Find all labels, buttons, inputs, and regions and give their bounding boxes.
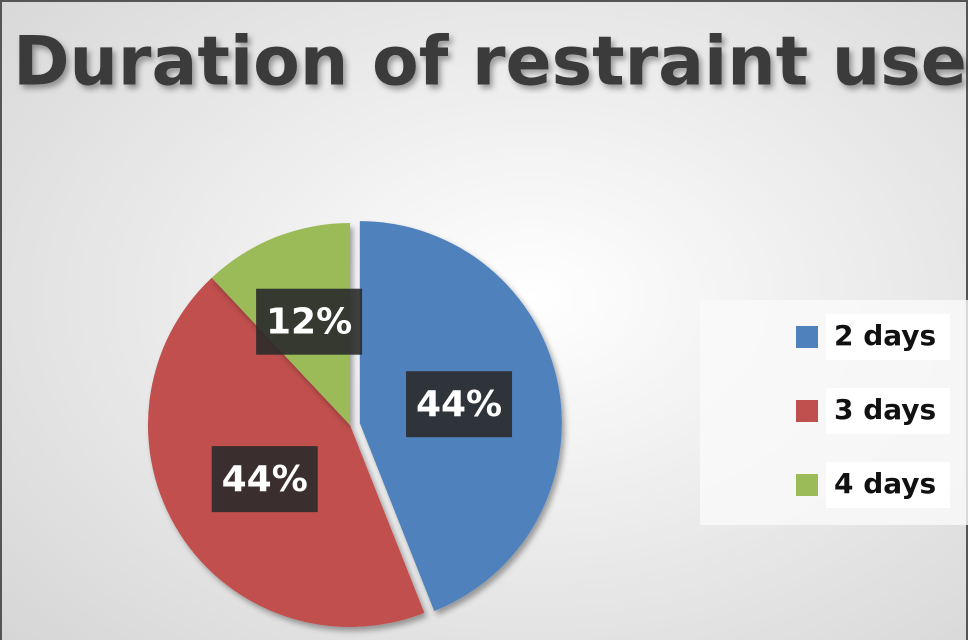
legend-text-bg <box>826 314 950 360</box>
data-label-box <box>406 371 513 438</box>
data-label-box <box>211 446 318 513</box>
legend-label: 3 days <box>834 393 936 426</box>
legend-text-bg <box>826 462 950 508</box>
legend-text-bg <box>826 388 950 434</box>
data-label: 44% <box>416 384 502 425</box>
legend-swatch <box>796 474 818 496</box>
data-label-box <box>256 288 363 355</box>
chart-title: Duration of restraint use <box>13 23 967 102</box>
data-label: 44% <box>222 459 308 500</box>
legend-swatch <box>796 326 818 348</box>
legend-label: 4 days <box>834 467 936 500</box>
legend-label: 2 days <box>834 319 936 352</box>
legend-swatch <box>796 400 818 422</box>
data-label: 12% <box>266 302 352 343</box>
